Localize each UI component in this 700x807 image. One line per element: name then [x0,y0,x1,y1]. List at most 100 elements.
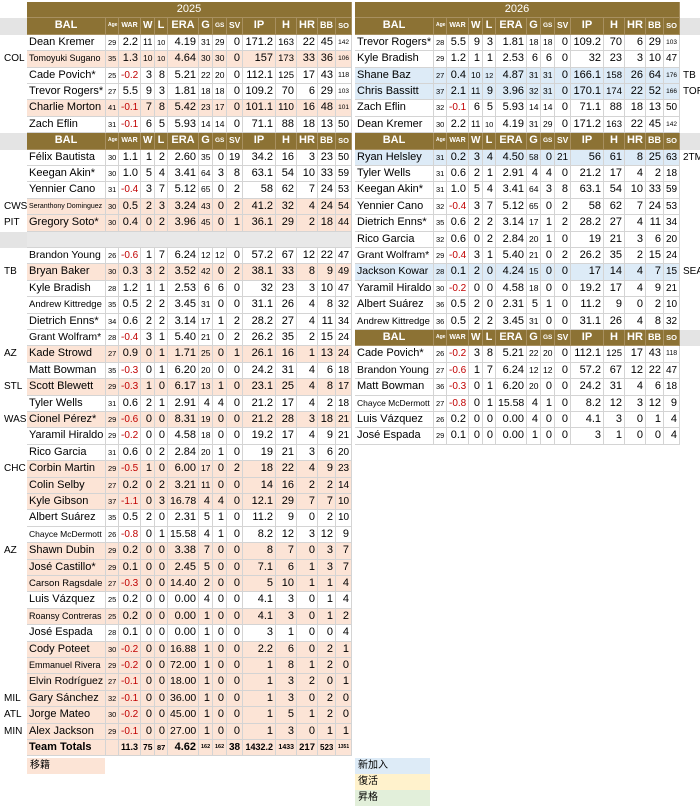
stat-cell: 27 [106,674,119,691]
stat-cell: 43 [199,198,213,216]
stat-cell: 43 [646,346,664,363]
stat-cell: 0 [541,264,555,281]
stat-cell: 1 [213,444,227,462]
stat-cell: 1 [141,461,155,478]
stat-cell: 29 [106,658,119,675]
stat-cell: 3 [141,182,155,199]
stat-cell: 2 [141,510,155,527]
stat-cell: 10 [155,34,168,52]
column-header: GS [213,18,227,35]
stat-cell: 0 [469,231,483,248]
stat-cell: 45 [199,215,213,232]
stat-cell: 0 [155,428,168,445]
stat-cell: 0 [213,674,227,691]
stat-cell: 3 [141,264,155,281]
player-name: Rico Garcia [355,231,434,248]
stat-cell: 4.62 [168,740,199,757]
stat-cell: 4 [625,166,646,183]
stat-cell: 101 [336,100,352,117]
stat-cell: 2 [141,395,155,412]
stat-cell: 9 [664,395,680,412]
stat-cell: 1 [297,707,318,724]
stat-cell: 88 [604,100,625,117]
stat-cell: 1 [318,576,336,593]
stat-cell: 35 [604,248,625,265]
stat-cell: 23 [276,280,297,298]
stat-cell: 0 [227,34,243,52]
column-header: H [276,18,297,35]
stat-cell: 171.2 [243,34,276,52]
stat-cell: 5.42 [168,100,199,117]
stat-cell: 0 [555,379,571,396]
stat-cell: 103 [336,84,352,101]
stat-cell: 32 [571,51,604,68]
side-band [0,133,27,150]
stat-cell: 21 [276,444,297,462]
player-name: Emmanuel Rivera [27,658,106,675]
column-header: SO [336,133,352,150]
stat-cell: 0.6 [447,215,469,232]
stat-cell: 0 [213,477,227,494]
stat-cell: 0 [141,526,155,544]
stat-cell: 21.2 [243,412,276,429]
stat-cell: 0 [227,116,243,134]
stat-cell: 3.96 [168,215,199,232]
player-name: José Espada [355,428,434,445]
stat-cell: 6 [646,231,664,248]
stat-cell: 0.00 [496,412,527,429]
stat-cell: 17 [199,461,213,478]
column-header: H [604,330,625,347]
stat-cell: 0 [227,379,243,396]
stat-cell: 0 [155,543,168,560]
column-header: G [199,133,213,150]
stat-cell: 2 [227,313,243,330]
stat-cell: 0 [227,658,243,675]
stat-cell: 0.2 [447,412,469,429]
stat-cell: -1.1 [119,494,141,511]
stat-cell: 1 [483,395,496,412]
stat-cell: 3 [483,34,496,52]
stat-cell: 0 [155,641,168,658]
stat-cell: 101.1 [243,100,276,117]
stat-cell: 13 [199,379,213,396]
stat-cell: 118 [336,67,352,84]
column-header: BB [646,18,664,35]
stat-cell: 0 [155,723,168,740]
column-header: W [141,18,155,35]
column-header: IP [243,18,276,35]
stat-cell: 0 [141,543,155,560]
stat-cell: 3.41 [168,166,199,183]
stat-cell: 88 [276,116,297,134]
stat-cell: 0 [555,34,571,52]
stat-cell: 0 [541,280,555,298]
stat-cell: 28 [106,625,119,642]
stat-cell: 106 [336,51,352,68]
player-name: Cionel Pérez* [27,412,106,429]
stat-cell: 0.5 [119,297,141,314]
player-name: Corbin Martin [27,461,106,478]
stat-cell: 29 [541,116,555,134]
stat-cell: 12 [541,362,555,380]
team-tag: TOR [683,86,700,97]
stat-cell: 8 [155,67,168,84]
player-name: Colin Selby [27,477,106,494]
stat-cell: 0 [318,625,336,642]
stat-cell: 0 [213,707,227,724]
stat-cell: 2 [646,166,664,183]
stat-cell: 57.2 [243,248,276,265]
player-name: Carson Ragsdale [27,576,106,593]
stat-cell: 14 [199,116,213,134]
stat-cell: 0 [541,428,555,445]
stat-cell: 45 [318,34,336,52]
stat-cell: 0.00 [496,428,527,445]
stat-cell: 9 [318,461,336,478]
player-name: Keegan Akin* [355,182,434,199]
stat-cell: 36 [434,297,447,314]
stat-cell: 1 [155,280,168,298]
stat-cell: 29 [276,494,297,511]
player-name: Trevor Rogers* [27,84,106,101]
stat-cell: 30 [106,215,119,232]
player-name: Elvin Rodríguez [27,674,106,691]
stat-cell: 0 [213,412,227,429]
stat-cell: 3 [541,182,555,199]
